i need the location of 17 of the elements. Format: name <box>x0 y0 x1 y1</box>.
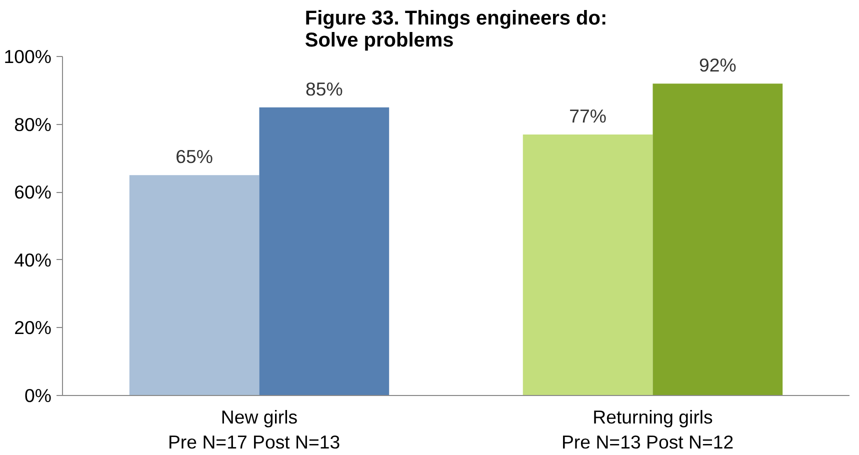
bar <box>522 134 653 396</box>
chart-title: Figure 33. Things engineers do: Solve problems <box>304 8 608 52</box>
x-tick-label: Returning girls Pre N=13 Post N=12 <box>561 406 734 453</box>
y-tick-label: 100% <box>4 46 52 67</box>
y-tick-label: 0% <box>24 385 52 406</box>
x-tick-label: New girls Pre N=17 Post N=13 <box>168 406 340 453</box>
bar <box>129 175 260 396</box>
y-tick-label: 60% <box>14 182 52 203</box>
data-label: 85% <box>306 78 343 100</box>
y-tick-label: 80% <box>14 114 52 135</box>
y-tick-label: 20% <box>14 317 52 338</box>
data-label: 92% <box>699 54 736 76</box>
bar <box>259 107 390 396</box>
bar <box>652 84 783 396</box>
data-label: 77% <box>569 105 606 126</box>
data-label: 65% <box>176 146 213 168</box>
y-tick-label: 40% <box>14 249 52 270</box>
